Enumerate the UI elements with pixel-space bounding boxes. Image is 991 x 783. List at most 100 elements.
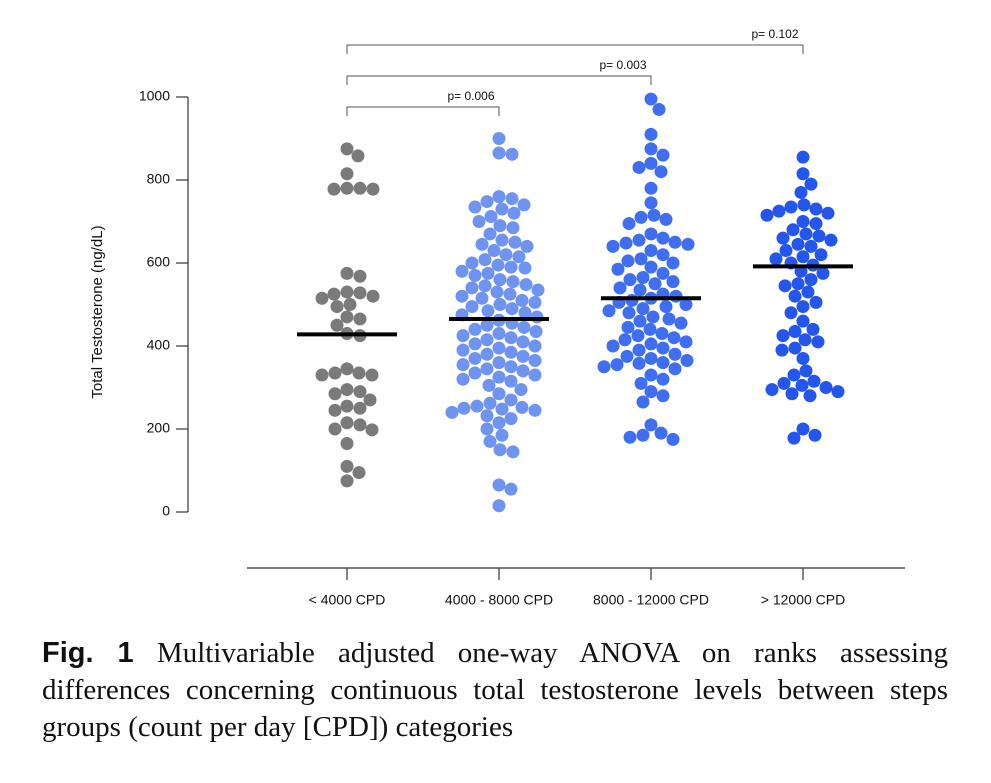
dot xyxy=(492,341,506,355)
dot xyxy=(644,418,658,432)
dot xyxy=(796,167,810,181)
dot xyxy=(623,430,637,444)
dot xyxy=(831,385,845,399)
dot xyxy=(340,181,354,195)
dot xyxy=(340,383,354,397)
dot xyxy=(597,360,611,374)
dot xyxy=(495,202,509,216)
dot xyxy=(515,293,529,307)
p-value-label: p= 0.003 xyxy=(599,58,646,72)
dot xyxy=(791,277,805,291)
dot xyxy=(634,252,648,266)
dot xyxy=(480,347,494,361)
dot xyxy=(517,320,531,334)
dot xyxy=(499,248,513,262)
dot xyxy=(353,269,367,283)
dot xyxy=(654,426,668,440)
dot xyxy=(656,356,670,370)
dot xyxy=(819,381,833,394)
dot xyxy=(528,354,542,368)
dot xyxy=(327,287,341,301)
dot xyxy=(480,422,494,436)
dot xyxy=(482,378,496,392)
dot xyxy=(610,358,624,372)
dot xyxy=(492,356,506,370)
dot xyxy=(644,351,658,365)
dot xyxy=(606,239,620,253)
dot xyxy=(512,250,526,264)
dot xyxy=(353,385,367,399)
dot xyxy=(468,351,482,365)
dot xyxy=(634,376,648,390)
dot xyxy=(478,279,492,293)
dot xyxy=(483,434,497,448)
dot xyxy=(644,196,658,210)
dot xyxy=(353,181,367,195)
dot xyxy=(674,316,688,330)
x-tick-label: 8000 - 12000 CPD xyxy=(593,592,709,608)
dot xyxy=(517,198,531,212)
y-tick-label: 0 xyxy=(162,503,170,519)
dot xyxy=(528,403,542,417)
dot xyxy=(504,482,518,496)
dot xyxy=(465,281,479,295)
dot xyxy=(809,202,823,216)
dot xyxy=(456,343,470,357)
dot xyxy=(633,283,647,297)
dot xyxy=(779,244,793,258)
dot xyxy=(365,423,379,437)
dot xyxy=(457,401,471,415)
dot xyxy=(644,142,658,156)
dot xyxy=(352,466,366,480)
dot xyxy=(625,293,639,307)
dot xyxy=(666,432,680,446)
dot xyxy=(445,405,459,419)
y-tick-label: 400 xyxy=(147,337,171,353)
dot xyxy=(801,285,815,299)
dot xyxy=(814,248,828,262)
dot xyxy=(480,318,494,332)
y-tick-label: 1000 xyxy=(139,88,170,104)
dot xyxy=(636,428,650,442)
dot xyxy=(796,351,810,365)
dot xyxy=(613,281,627,295)
dot xyxy=(631,329,645,343)
dot xyxy=(636,271,650,285)
dot xyxy=(776,329,790,343)
dot xyxy=(504,412,518,426)
dot xyxy=(468,337,482,351)
dot xyxy=(468,322,482,336)
dot xyxy=(796,314,810,328)
dot xyxy=(504,260,518,274)
dot xyxy=(811,335,825,349)
dot xyxy=(794,185,808,199)
dot xyxy=(483,227,497,241)
dot xyxy=(788,341,802,355)
dot xyxy=(492,190,506,204)
dot xyxy=(646,310,660,324)
dot xyxy=(611,262,625,276)
dot xyxy=(621,320,635,334)
caption: Fig. 1 Multivariable adjusted one-way AN… xyxy=(42,635,948,746)
dot xyxy=(490,285,504,299)
dot xyxy=(492,416,506,430)
dot xyxy=(654,165,668,179)
dot xyxy=(656,372,670,386)
dot xyxy=(679,335,693,349)
dot xyxy=(516,364,530,378)
dot xyxy=(679,298,693,311)
dot xyxy=(656,341,670,355)
dot xyxy=(634,210,648,224)
dot xyxy=(468,268,482,282)
dot xyxy=(327,182,341,196)
dot xyxy=(492,370,506,384)
y-tick-label: 600 xyxy=(147,254,171,270)
dot xyxy=(656,389,670,403)
dot xyxy=(506,221,520,235)
dot xyxy=(492,146,506,160)
dot xyxy=(330,318,344,332)
dot xyxy=(647,208,661,222)
y-tick-label: 800 xyxy=(147,171,171,187)
dot xyxy=(796,250,810,264)
dot xyxy=(656,266,670,280)
